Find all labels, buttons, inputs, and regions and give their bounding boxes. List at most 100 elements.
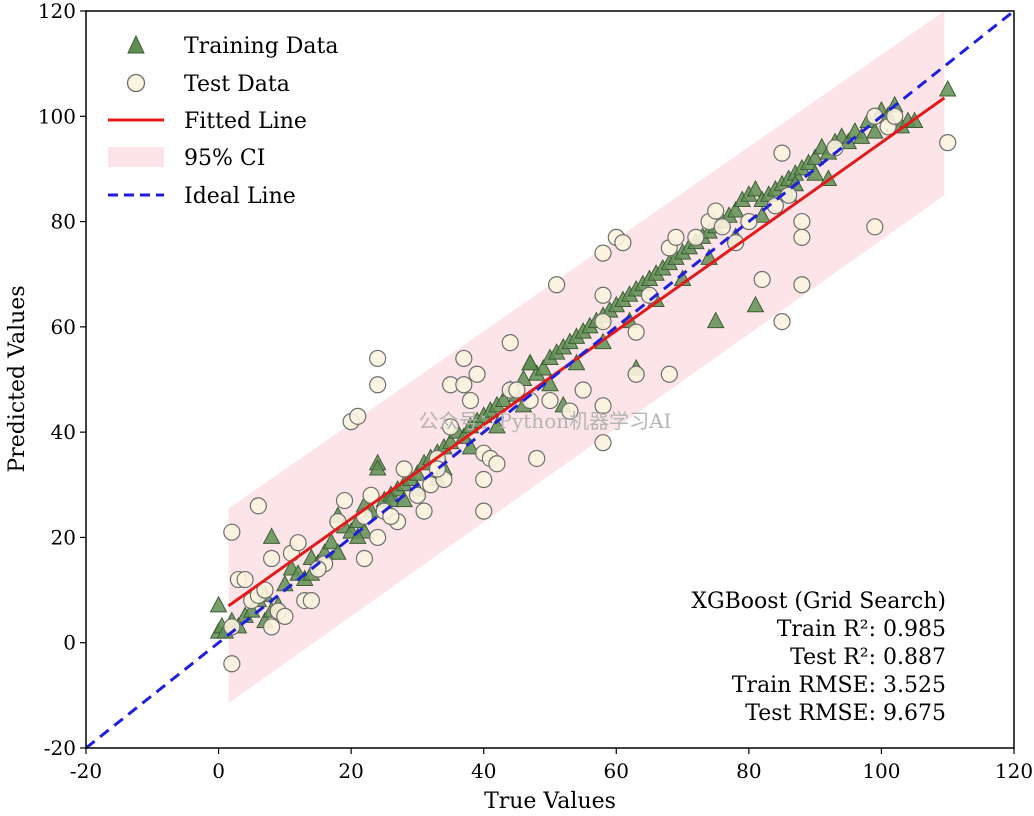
test-point	[349, 407, 367, 425]
test-point	[528, 449, 546, 468]
test-point	[382, 507, 400, 525]
y-tick-label: 80	[51, 210, 76, 234]
training-point	[494, 390, 513, 408]
test-point	[475, 470, 493, 489]
test-point	[223, 523, 241, 541]
y-tick-label: -20	[44, 736, 76, 760]
training-point	[541, 374, 559, 392]
training-point	[706, 311, 725, 329]
test-point	[627, 365, 645, 383]
test-point	[939, 134, 957, 152]
y-axis: -20 0 20 40 60 80 100 120	[38, 0, 86, 760]
test-point	[541, 391, 559, 410]
test-point	[753, 270, 771, 289]
legend-training-label: Training Data	[184, 34, 339, 59]
test-point	[594, 312, 612, 331]
training-point	[368, 458, 387, 476]
x-tick-label: 40	[471, 759, 496, 783]
training-point	[938, 79, 957, 97]
test-point	[594, 434, 612, 452]
test-point	[455, 376, 473, 394]
test-point	[263, 618, 281, 636]
watermark: 公众号：Python机器学习AI	[419, 409, 672, 433]
x-axis-label: True Values	[484, 789, 616, 814]
test-point	[687, 228, 705, 246]
training-point	[488, 416, 506, 434]
test-point	[236, 570, 254, 589]
x-axis: -20 0 20 40 60 80 100 120	[70, 748, 1033, 783]
annotation-train-rmse: Train RMSE: 3.525	[732, 673, 946, 698]
training-point	[262, 527, 281, 544]
y-axis-label: Predicted Values	[5, 285, 30, 472]
test-point	[793, 228, 811, 246]
test-point	[627, 323, 645, 341]
test-point	[263, 549, 281, 568]
training-point	[348, 527, 367, 544]
test-point	[594, 244, 612, 262]
x-tick-label: 0	[212, 759, 225, 783]
test-point	[468, 365, 486, 383]
test-point	[488, 455, 506, 473]
legend-ideal-label: Ideal Line	[184, 184, 296, 209]
test-point	[355, 549, 373, 568]
x-tick-label: 100	[862, 759, 900, 783]
training-point	[746, 179, 765, 197]
test-point	[713, 218, 731, 236]
training-point	[521, 353, 539, 371]
test-point	[223, 655, 241, 673]
test-point	[369, 528, 387, 547]
test-point	[574, 381, 592, 399]
test-point	[726, 234, 745, 252]
test-point	[773, 144, 791, 162]
training-point	[753, 206, 771, 223]
test-point	[793, 276, 811, 294]
annotation-test-r2: Test R²: 0.887	[790, 645, 946, 670]
annotation-test-rmse: Test RMSE: 9.675	[745, 701, 946, 726]
axes-frame	[85, 10, 1015, 749]
test-point	[660, 365, 678, 383]
plot-area: 公众号：Python机器学习AI	[85, 9, 1015, 750]
y-tick-label: 20	[51, 525, 76, 549]
test-point	[501, 334, 519, 352]
points-layer	[209, 79, 957, 673]
x-tick-label: 120	[995, 759, 1033, 783]
x-tick-label: 80	[736, 759, 761, 783]
y-tick-label: 100	[38, 104, 76, 128]
test-point	[475, 502, 493, 520]
legend: Training Data Test Data Fitted Line 95% …	[108, 34, 339, 209]
test-point	[415, 502, 433, 520]
test-point	[561, 402, 579, 420]
training-point	[746, 295, 765, 313]
annotation-train-r2: Train R²: 0.985	[777, 617, 946, 642]
test-point	[614, 234, 632, 252]
test-point	[667, 228, 685, 246]
test-point	[289, 534, 307, 552]
test-point	[594, 397, 612, 415]
training-point	[852, 127, 871, 144]
test-point	[256, 581, 274, 599]
training-point	[461, 437, 480, 455]
y-tick-label: 60	[51, 315, 76, 339]
test-point	[302, 591, 320, 610]
y-tick-label: 120	[38, 0, 76, 23]
training-point	[865, 122, 884, 139]
test-point	[773, 312, 791, 331]
test-point	[395, 460, 413, 478]
y-tick-label: 0	[63, 631, 76, 655]
x-tick-label: 60	[604, 759, 629, 783]
x-tick-label: 20	[338, 759, 363, 783]
test-point	[508, 381, 526, 399]
ci-band	[228, 11, 945, 704]
test-point	[461, 391, 480, 410]
x-tick-label: -20	[70, 759, 102, 783]
training-point	[322, 532, 341, 550]
test-point	[335, 491, 354, 510]
legend-test-label: Test Data	[184, 72, 290, 97]
legend-fitted-label: Fitted Line	[184, 109, 307, 134]
stats-annotation: XGBoost (Grid Search) Train R²: 0.985 Te…	[691, 589, 946, 726]
legend-ci-swatch	[108, 147, 164, 167]
test-point	[793, 212, 811, 231]
training-point	[726, 200, 745, 218]
test-point	[276, 607, 294, 625]
